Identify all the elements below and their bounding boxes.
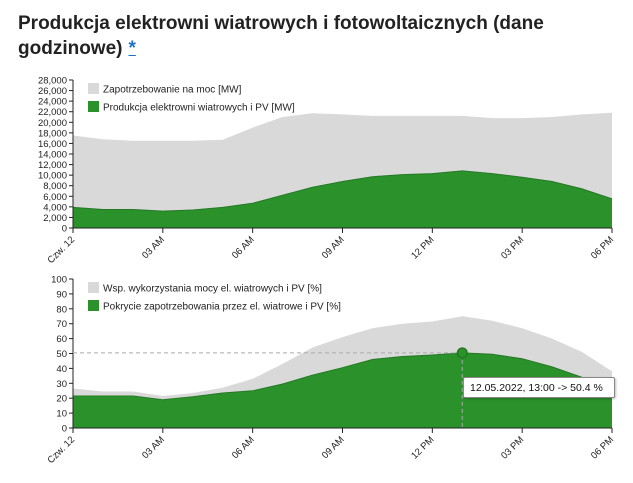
x-tick-label: 03 PM (499, 434, 526, 461)
y-tick-label: 16,000 (38, 139, 67, 150)
y-tick-label: 80 (56, 304, 67, 315)
series-2-line (73, 352, 613, 401)
y-tick-label: 0 (62, 224, 67, 235)
x-tick-label: 06 PM (589, 234, 616, 261)
series-2-line (72, 170, 613, 212)
y-tick-label: 14,000 (38, 150, 67, 161)
y-tick-label: 50 (56, 349, 67, 360)
legend-swatch-1 (88, 282, 99, 293)
y-tick-label: 20 (56, 394, 67, 405)
x-tick-label: Czw. 12 (45, 434, 77, 466)
x-tick-label: 03 AM (140, 234, 167, 261)
chart-2: 0 10 20 30 40 50 60 70 80 90 100 Czw. 12 03 AM 06 AM 0… (45, 275, 616, 467)
y-tick-label: 24,000 (38, 97, 67, 108)
x-tick-label: 03 PM (499, 234, 526, 261)
x-tick-label: 03 AM (140, 434, 167, 461)
series-2-area (73, 170, 612, 228)
chart-title: Produkcja elektrowni wiatrowych i fotowo… (18, 11, 618, 61)
y-tick-label: 2,000 (43, 213, 67, 224)
y-tick-label: 100 (51, 275, 67, 286)
x-tick-label: Czw. 12 (45, 234, 77, 266)
legend-label-1: Zapotrzebowanie na moc [MW] (103, 85, 242, 96)
y-tick-label: 40 (56, 364, 67, 375)
chart-tooltip: 12.05.2022, 13:00 -> 50.4 % (463, 377, 615, 398)
title-asterisk-link[interactable]: * (128, 38, 136, 59)
chart-1: 02,0004,0006,0008,00010,00012,00014,0001… (38, 76, 616, 267)
y-tick-label: 60 (56, 334, 67, 345)
legend-label-2: Produkcja elektrowni wiatrowych i PV [MW… (103, 103, 295, 114)
y-tick-label: 70 (56, 319, 67, 330)
y-tick-label: 0 (62, 424, 67, 435)
y-tick-label: 30 (56, 379, 67, 390)
x-tick-label: 12 PM (409, 234, 436, 261)
legend-swatch-2 (88, 300, 99, 311)
x-tick-label: 06 PM (589, 434, 616, 461)
legend-label-2: Pokrycie zapotrzebowania przez el. wiatr… (103, 302, 341, 313)
y-tick-label: 4,000 (43, 202, 67, 213)
y-tick-label: 90 (56, 289, 67, 300)
y-tick-label: 10 (56, 409, 67, 420)
legend-label-1: Wsp. wykorzystania mocy el. wiatrowych i… (103, 284, 322, 295)
series-2-area (73, 352, 612, 428)
y-tick-label: 22,000 (38, 107, 67, 118)
legend-swatch-1 (88, 83, 99, 94)
y-tick-label: 18,000 (38, 128, 67, 139)
y-tick-label: 6,000 (43, 192, 67, 203)
legend-swatch-2 (88, 101, 99, 112)
x-tick-label: 09 AM (320, 234, 347, 261)
y-tick-label: 26,000 (38, 86, 67, 97)
highlight-point (456, 347, 468, 359)
chart-title-text: Produkcja elektrowni wiatrowych i fotowo… (18, 13, 544, 59)
x-tick-label: 06 AM (230, 434, 257, 461)
y-tick-label: 12,000 (38, 160, 67, 171)
y-tick-label: 10,000 (38, 171, 67, 182)
x-tick-label: 09 AM (320, 434, 347, 461)
y-tick-label: 8,000 (43, 181, 67, 192)
y-tick-label: 20,000 (38, 118, 67, 129)
x-tick-label: 06 AM (230, 234, 257, 261)
x-tick-label: 12 PM (409, 434, 436, 461)
y-tick-label: 28,000 (38, 76, 67, 87)
